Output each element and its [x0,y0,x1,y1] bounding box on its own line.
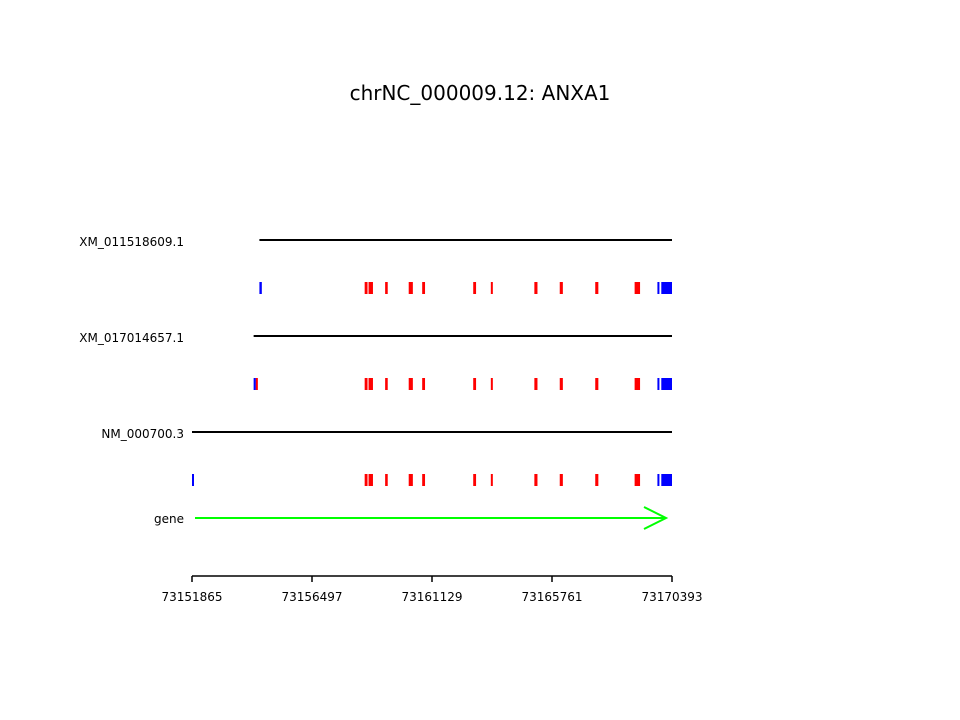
utr-exon-block [657,378,660,390]
cds-exon-block [490,282,493,294]
cds-exon-block [368,378,373,390]
utr-exon-block [661,474,672,486]
axis-tick-label: 73170393 [641,590,702,604]
axis-tick-label: 73161129 [401,590,462,604]
cds-exon-block [368,474,373,486]
cds-exon-block [559,378,563,390]
cds-exon-block [422,282,426,294]
utr-exon-block [661,282,672,294]
cds-exon-block [473,474,477,486]
transcript-track: XM_011518609.1 [79,235,672,294]
cds-exon-block [595,282,599,294]
transcript-label: XM_011518609.1 [79,235,184,249]
utr-exon-block [253,378,256,390]
cds-exon-block [408,474,413,486]
cds-exon-block [534,474,538,486]
cds-exon-block [559,474,563,486]
cds-exon-block [385,282,388,294]
transcript-label: XM_017014657.1 [79,331,184,345]
cds-exon-block [634,378,641,390]
axis-tick-label: 73151865 [161,590,222,604]
transcript-tracks: XM_011518609.1 XM_017014657.1 NM_000700.3 [79,235,672,486]
gene-label: gene [154,512,184,526]
cds-exon-block [408,378,413,390]
cds-exon-block [473,282,477,294]
cds-exon-block [385,474,388,486]
utr-exon-block [657,474,660,486]
utr-exon-block [259,282,262,294]
axis-tick-label: 73156497 [281,590,342,604]
gene-arrow-head [643,506,669,530]
cds-exon-block [490,474,493,486]
cds-exon-block [422,378,426,390]
transcript-track: NM_000700.3 [101,427,672,486]
utr-exon-block [192,474,194,486]
cds-exon-block [595,378,599,390]
cds-exon-block [368,282,373,294]
cds-exon-block [385,378,388,390]
cds-exon-block [490,378,493,390]
transcript-track: XM_017014657.1 [79,331,672,390]
cds-exon-block [364,378,368,390]
utr-exon-block [661,378,672,390]
figure-title: chrNC_000009.12: ANXA1 [350,81,611,105]
cds-exon-block [634,282,641,294]
transcript-label: NM_000700.3 [101,427,184,441]
cds-exon-block [559,282,563,294]
cds-exon-block [534,282,538,294]
gene-track: gene [154,506,669,530]
cds-exon-block [634,474,641,486]
axis-tick-label: 73165761 [521,590,582,604]
cds-exon-block [408,282,413,294]
cds-exon-block [534,378,538,390]
coordinate-axis: 73151865 73156497 73161129 73165761 73170393 [161,575,703,604]
cds-exon-block [473,378,477,390]
cds-exon-block [364,282,368,294]
cds-exon-block [422,474,426,486]
utr-exon-block [657,282,660,294]
cds-exon-block [255,378,258,390]
cds-exon-block [595,474,599,486]
cds-exon-block [364,474,368,486]
